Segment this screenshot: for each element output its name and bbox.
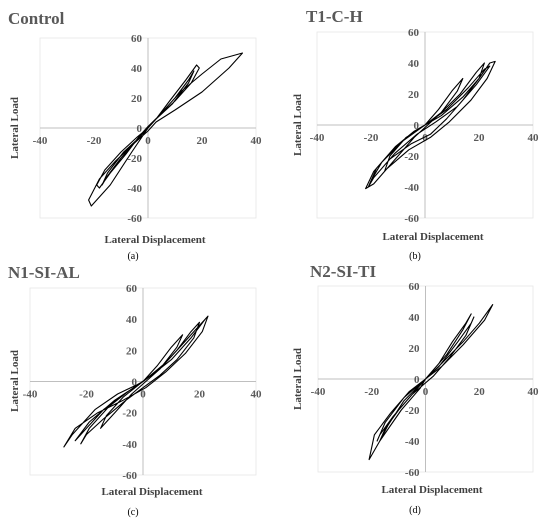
y-tick-label: -40 (404, 182, 419, 194)
y-tick-label: 40 (126, 314, 138, 326)
x-axis-title: Lateral Displacement (382, 231, 483, 243)
x-tick-label: -20 (364, 132, 379, 144)
x-tick-label: 20 (474, 132, 486, 144)
chart-panel: -40 -20 0 20 406040200-20-40-60T1-C-HLateral… (292, 7, 539, 262)
x-tick-label: 20 (194, 389, 206, 401)
y-tick-label: -20 (405, 405, 420, 417)
chart-panel: -40 -20 0 20 406040200-20-40-60N2-SI-TILater… (292, 262, 539, 516)
y-axis-title: Lateral Load (9, 97, 21, 159)
y-tick-label: -60 (127, 213, 142, 225)
x-tick-label: -20 (87, 135, 102, 147)
x-axis-title: Lateral Displacement (381, 484, 482, 496)
y-tick-label: 60 (126, 283, 138, 295)
x-axis-title: Lateral Displacement (104, 234, 205, 246)
x-tick-label: -40 (23, 389, 38, 401)
y-axis-title: Lateral Load (292, 348, 304, 410)
x-tick-label: 20 (474, 386, 486, 398)
panel-caption: (b) (409, 251, 421, 262)
y-tick-label: -60 (405, 467, 420, 479)
y-axis-title: Lateral Load (292, 94, 304, 156)
x-axis-title: Lateral Displacement (101, 486, 202, 498)
y-tick-label: 0 (414, 374, 420, 386)
y-tick-label: 60 (409, 281, 421, 293)
panel-title: N2-SI-TI (310, 262, 377, 281)
x-tick-label: 40 (251, 135, 263, 147)
y-tick-label: 60 (408, 27, 420, 39)
x-tick-label: -20 (364, 386, 379, 398)
panel-title: N1-SI-AL (8, 263, 80, 282)
y-tick-label: 0 (132, 377, 138, 389)
hysteresis-series (368, 304, 494, 461)
y-tick-label: 40 (409, 312, 421, 324)
y-tick-label: 20 (409, 343, 421, 355)
y-tick-label: -20 (404, 151, 419, 163)
x-tick-label: -40 (311, 386, 326, 398)
x-tick-label: 40 (251, 389, 263, 401)
x-tick-label: 20 (197, 135, 209, 147)
y-tick-label: 20 (131, 93, 143, 105)
hysteresis-series (63, 315, 209, 448)
y-tick-label: 20 (408, 89, 420, 101)
panel-caption: (a) (127, 251, 138, 262)
y-tick-label: -20 (122, 408, 137, 420)
x-tick-label: 0 (423, 386, 429, 398)
x-tick-label: 0 (140, 389, 146, 401)
panel-title: T1-C-H (306, 7, 363, 26)
hysteresis-series (88, 52, 244, 207)
y-tick-label: -20 (127, 153, 142, 165)
y-tick-label: 0 (414, 120, 420, 132)
x-tick-label: 40 (528, 132, 540, 144)
x-tick-label: -20 (79, 389, 94, 401)
y-tick-label: -40 (405, 436, 420, 448)
y-tick-label: -60 (122, 470, 137, 482)
y-tick-label: 20 (126, 345, 138, 357)
x-tick-label: -40 (310, 132, 325, 144)
y-tick-label: 40 (408, 58, 420, 70)
panel-caption: (c) (127, 507, 138, 518)
y-tick-label: 0 (137, 123, 143, 135)
chart-panel: -40 -20 0 20 406040200-20-40-60ControlLatera… (8, 9, 262, 262)
hysteresis-series (365, 60, 496, 190)
y-tick-label: -40 (127, 183, 142, 195)
y-tick-label: 60 (131, 33, 143, 45)
chart-panel: -40 -20 0 20 406040200-20-40-60N1-SI-ALLater… (8, 263, 262, 518)
panel-title: Control (8, 9, 65, 28)
y-axis-title: Lateral Load (9, 350, 21, 412)
y-tick-label: -60 (404, 213, 419, 225)
x-tick-label: 0 (145, 135, 151, 147)
panel-caption: (d) (409, 505, 421, 516)
y-tick-label: -40 (122, 439, 137, 451)
x-tick-label: 0 (422, 132, 428, 144)
x-tick-label: -40 (33, 135, 48, 147)
x-tick-label: 40 (528, 386, 540, 398)
y-tick-label: 40 (131, 63, 143, 75)
